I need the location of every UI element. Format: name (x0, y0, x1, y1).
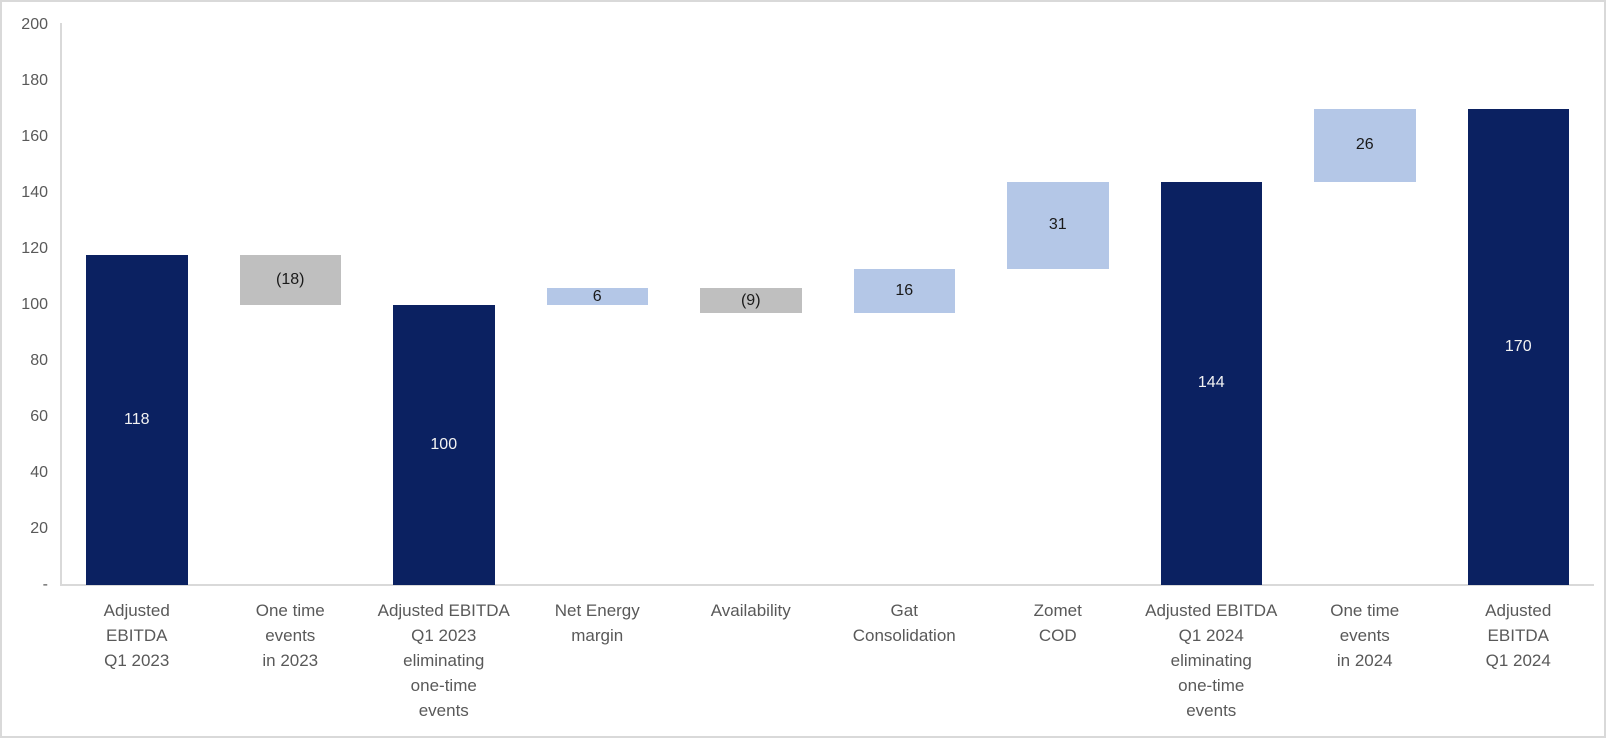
y-tick-label: 100 (21, 296, 48, 313)
category-label: Adjusted EBITDA Q1 2023 eliminating one-tim… (362, 598, 526, 723)
y-tick-label: - (42, 576, 48, 593)
bar-value-label: 6 (592, 287, 602, 305)
category-label-line: Adjusted (1485, 601, 1552, 620)
bar-total: 170 (1467, 109, 1569, 585)
bar-decrease: (9) (700, 288, 802, 314)
category-label-line: one-time (1178, 676, 1245, 695)
category-label-line: eliminating (1170, 651, 1252, 670)
category-label: Adjusted EBITDA Q1 2024 eliminating one-tim… (1130, 598, 1294, 723)
bar-value-label: (9) (740, 291, 761, 309)
bar-increase: 6 (546, 287, 648, 305)
bar-value-label: 16 (895, 281, 914, 299)
y-tick-label: 60 (30, 408, 48, 425)
bar-value-label: 26 (1355, 136, 1374, 154)
category-label-line: Consolidation (852, 626, 956, 645)
category-label-line: Availability (710, 601, 791, 620)
category-label-line: one-time (410, 676, 477, 695)
category-label: Zomet COD (976, 598, 1140, 648)
bar-value-label: 170 (1504, 338, 1532, 355)
y-tick-label: 160 (21, 128, 48, 145)
category-label-line: events (1339, 626, 1390, 645)
bar-decrease: (18) (239, 254, 341, 305)
category-label-line: Net Energy (554, 601, 640, 620)
category-label-line: Adjusted EBITDA (1145, 601, 1278, 620)
x-axis-line (60, 584, 1594, 586)
bar-increase: 31 (1007, 181, 1109, 269)
category-label: One time events in 2023 (209, 598, 373, 673)
category-label-line: events (265, 626, 316, 645)
category-label: Adjusted EBITDA Q1 2023 (55, 598, 219, 673)
category-label-line: Q1 2024 (1178, 626, 1244, 645)
category-label: Availability (669, 598, 833, 623)
bar-value-label: (18) (276, 270, 305, 288)
category-label-line: EBITDA (106, 626, 168, 645)
bar-value-label: 118 (123, 410, 150, 428)
category-label-line: Q1 2023 (104, 651, 170, 670)
y-tick-label: 180 (21, 72, 48, 89)
bar-total: 144 (1160, 181, 1262, 585)
y-tick-label: 140 (21, 184, 48, 201)
y-tick-label: 20 (30, 520, 48, 537)
category-label: One time events in 2024 (1283, 598, 1447, 673)
category-label-line: in 2023 (262, 651, 319, 670)
bar-total: 100 (393, 305, 495, 585)
category-label-line: EBITDA (1487, 626, 1549, 645)
category-label-line: One time (1330, 601, 1400, 620)
category-label-line: in 2024 (1336, 651, 1393, 670)
bar-increase: 16 (853, 268, 955, 314)
y-tick-label: 200 (21, 16, 48, 33)
category-label-line: Adjusted (103, 601, 170, 620)
y-tick-label: 80 (30, 352, 48, 369)
category-label-line: Zomet (1033, 601, 1082, 620)
bar-increase: 26 (1314, 109, 1416, 182)
bar-value-label: 144 (1197, 374, 1225, 392)
category-label: Adjusted EBITDA Q1 2024 (1437, 598, 1601, 673)
category-label-line: margin (571, 626, 624, 645)
category-label-line: Q1 2024 (1485, 651, 1551, 670)
y-tick-label: 120 (21, 240, 48, 257)
category-label: Gat Consolidation (823, 598, 987, 648)
bar-value-label: 100 (430, 436, 458, 453)
category-label-line: eliminating (403, 651, 485, 670)
category-label-line: events (418, 701, 469, 720)
bar-total: 118 (86, 254, 188, 585)
category-label-line: events (1186, 701, 1237, 720)
category-label-line: Adjusted EBITDA (377, 601, 510, 620)
bar-value-label: 31 (1048, 216, 1067, 234)
category-label-line: Gat (890, 601, 918, 620)
y-axis-line (60, 23, 62, 585)
y-tick-label: 40 (30, 464, 48, 481)
category-label-line: COD (1038, 626, 1077, 645)
category-label: Net Energy margin (516, 598, 680, 648)
category-label-line: One time (255, 601, 325, 620)
category-label-line: Q1 2023 (411, 626, 477, 645)
